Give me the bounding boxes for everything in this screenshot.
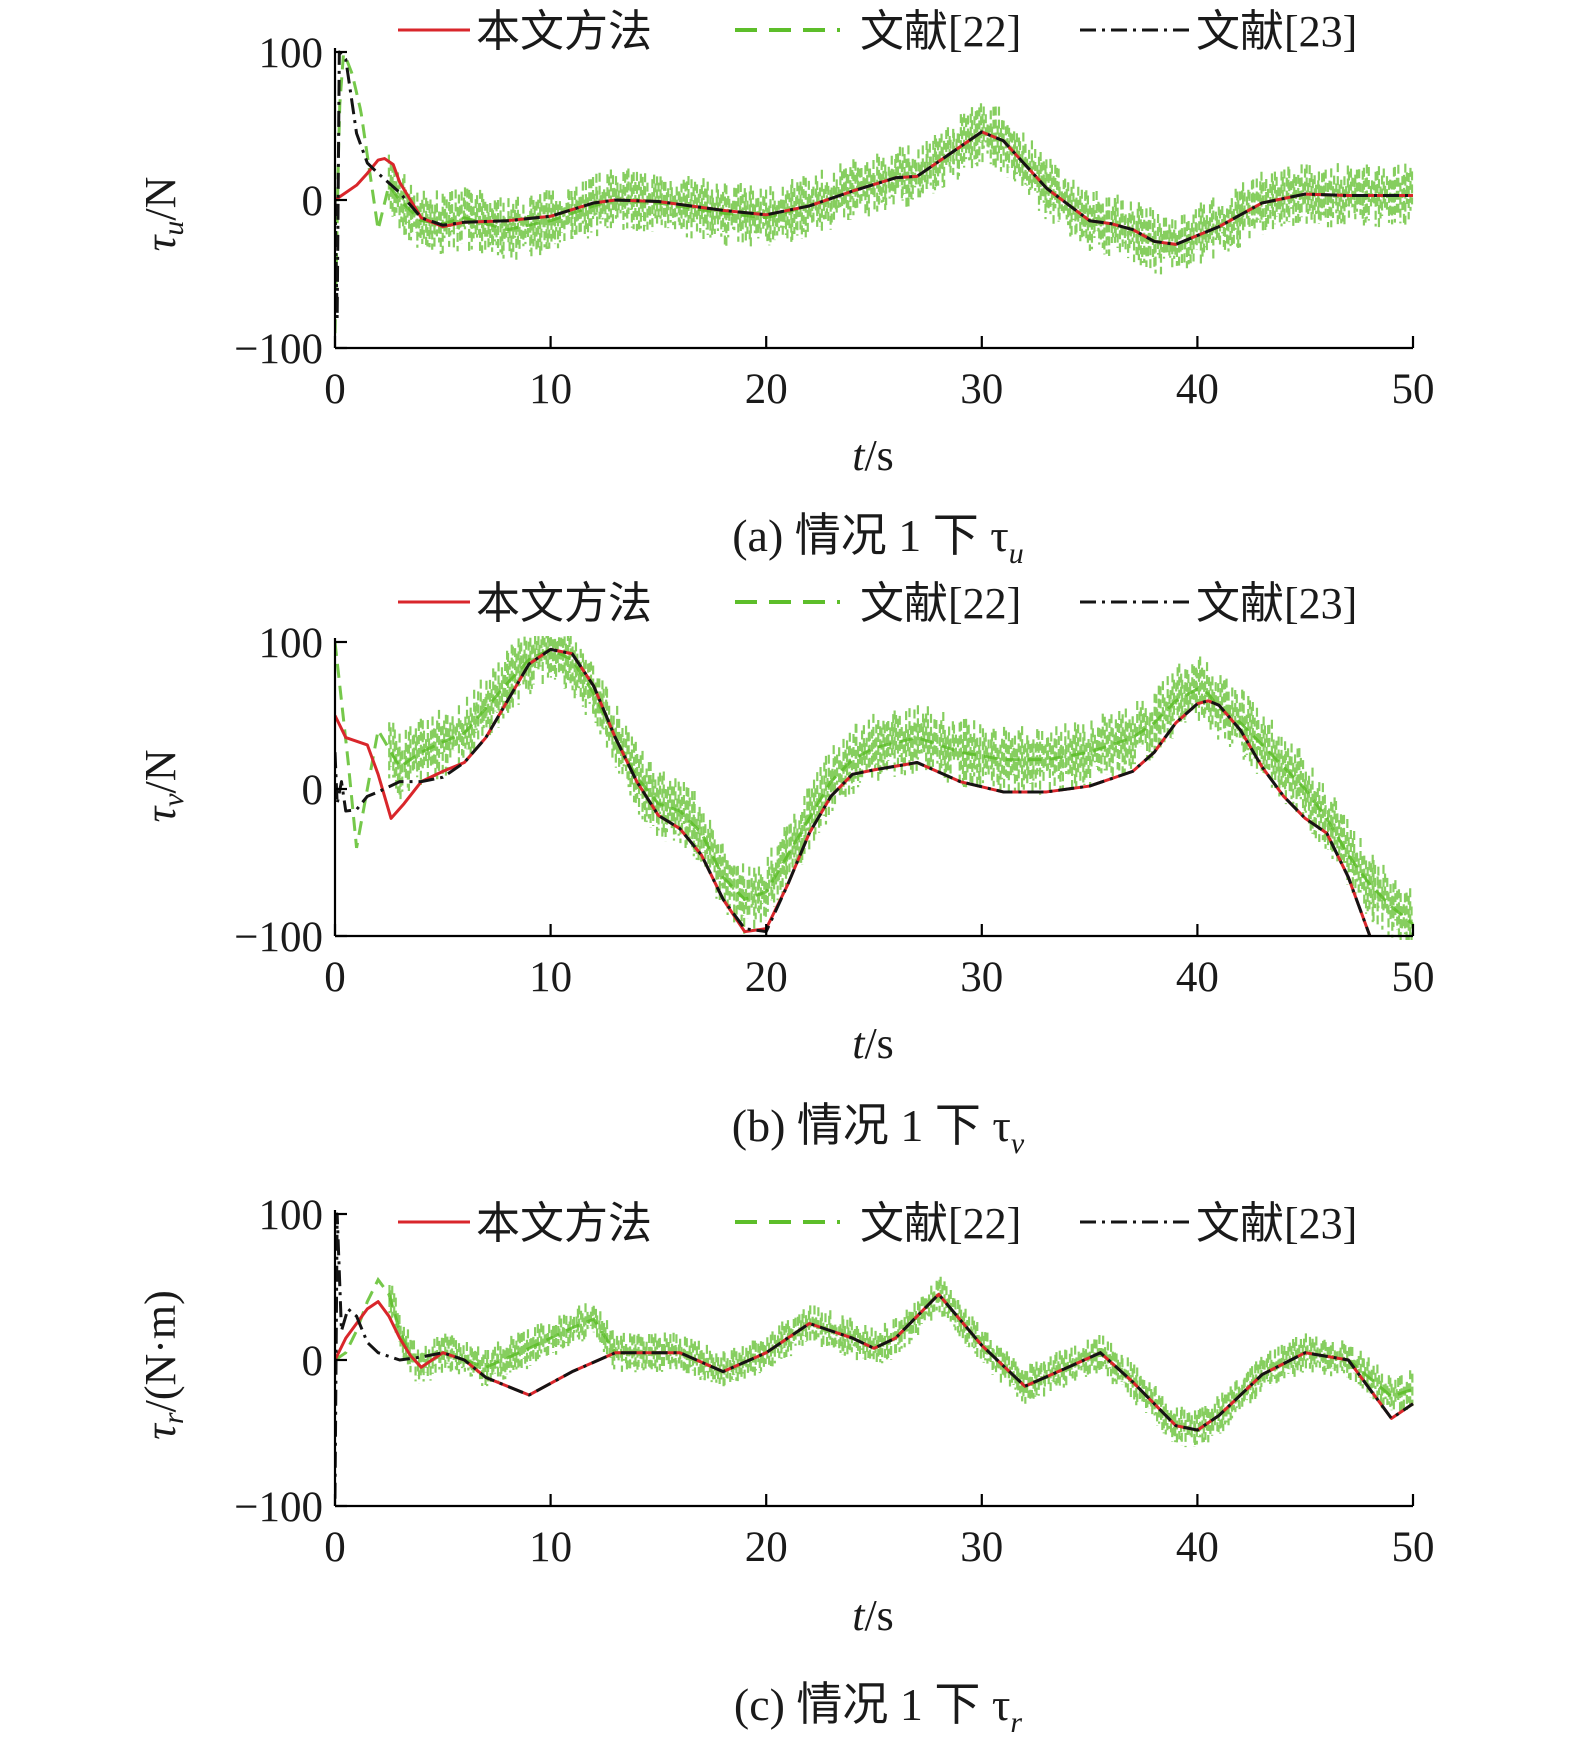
caption-sub-b: v bbox=[1011, 1127, 1025, 1160]
x-tick-label-b-3: 30 bbox=[960, 954, 1003, 1001]
x-axis-title-b: t/s bbox=[852, 1019, 894, 1068]
y-tick-label-b-2: 100 bbox=[259, 620, 324, 667]
x-tick-label-b-4: 40 bbox=[1176, 954, 1219, 1001]
legend-label-ref22: 文献[22] bbox=[860, 579, 1021, 628]
legend-label-ref23: 文献[23] bbox=[1196, 7, 1357, 56]
x-tick-label-b-0: 0 bbox=[324, 954, 346, 1001]
x-tick-label-c-4: 40 bbox=[1176, 1524, 1219, 1571]
x-axis-unit-a: /s bbox=[864, 431, 893, 480]
legend-a: 本文方法 文献[22] 文献[23] bbox=[398, 7, 1357, 56]
y-tick-label-c-2: 100 bbox=[259, 1192, 324, 1239]
series-noise-ref22-c bbox=[388, 1276, 1414, 1448]
series-noise-ref22-a bbox=[387, 103, 1414, 275]
y-axis-title-b: τv/N bbox=[136, 749, 190, 822]
x-axis-unit-c: /s bbox=[864, 1591, 893, 1640]
x-tick-label-b-5: 50 bbox=[1392, 954, 1435, 1001]
y-axis-var-c: τ bbox=[136, 1422, 185, 1440]
legend-label-ref23: 文献[23] bbox=[1196, 1199, 1357, 1248]
svg-text:τu/N: τu/N bbox=[136, 177, 190, 252]
y-axis-title-c: τr/(N·m) bbox=[136, 1290, 190, 1440]
series-group-c bbox=[335, 1212, 1414, 1499]
x-tick-label-a-4: 40 bbox=[1176, 366, 1219, 413]
x-axis-var-b: t bbox=[852, 1019, 866, 1068]
x-tick-label-c-1: 10 bbox=[529, 1524, 572, 1571]
caption-text-c: (c) 情况 1 下 τ bbox=[734, 1679, 1011, 1730]
y-axis-var-b: τ bbox=[136, 805, 185, 823]
legend-label-ref22: 文献[22] bbox=[860, 7, 1021, 56]
y-tick-label-c-1: 0 bbox=[302, 1338, 324, 1385]
x-axis-var-a: t bbox=[852, 431, 866, 480]
y-tick-label-b-1: 0 bbox=[302, 767, 324, 814]
y-axis-sub-b: v bbox=[157, 793, 190, 807]
y-axis-sub-c: r bbox=[157, 1412, 190, 1424]
x-tick-label-a-0: 0 bbox=[324, 366, 346, 413]
legend-label-proposed: 本文方法 bbox=[476, 579, 652, 628]
y-axis-unit-a: /N bbox=[136, 177, 185, 221]
series-line-ref23-a bbox=[335, 50, 1413, 320]
y-axis-sub-a: u bbox=[157, 221, 190, 236]
x-tick-label-c-2: 20 bbox=[745, 1524, 788, 1571]
series-group-a bbox=[335, 50, 1414, 334]
x-tick-label-c-3: 30 bbox=[960, 1524, 1003, 1571]
x-axis-var-c: t bbox=[852, 1591, 866, 1640]
y-axis-var-a: τ bbox=[136, 233, 185, 251]
legend-label-proposed: 本文方法 bbox=[476, 7, 652, 56]
y-tick-label-a-2: 100 bbox=[259, 30, 324, 77]
x-axis-title-a: t/s bbox=[852, 431, 894, 480]
series-group-b bbox=[335, 636, 1414, 940]
y-tick-label-a-1: 0 bbox=[302, 178, 324, 225]
series-line-ref23-c bbox=[335, 1212, 1414, 1499]
legend-label-ref23: 文献[23] bbox=[1196, 579, 1357, 628]
caption-text-b: (b) 情况 1 下 τ bbox=[732, 1100, 1011, 1151]
y-axis-title-a: τu/N bbox=[136, 177, 190, 252]
y-tick-label-b-0: −100 bbox=[234, 914, 323, 961]
x-axis-title-c: t/s bbox=[852, 1591, 894, 1640]
legend-label-proposed: 本文方法 bbox=[476, 1199, 652, 1248]
caption-sub-c: r bbox=[1010, 1706, 1022, 1739]
series-noise-ref22-b bbox=[388, 636, 1413, 940]
legend-label-ref22: 文献[22] bbox=[860, 1199, 1021, 1248]
x-axis-unit-b: /s bbox=[864, 1019, 893, 1068]
y-tick-label-c-0: −100 bbox=[234, 1484, 323, 1531]
x-tick-label-c-5: 50 bbox=[1392, 1524, 1435, 1571]
legend-b: 本文方法 文献[22] 文献[23] bbox=[398, 579, 1357, 628]
caption-text-a: (a) 情况 1 下 τ bbox=[732, 510, 1009, 561]
y-axis-unit-c: /(N·m) bbox=[136, 1290, 185, 1412]
caption-sub-a: u bbox=[1009, 537, 1024, 570]
caption-b: (b) 情况 1 下 τv bbox=[732, 1100, 1025, 1160]
x-tick-label-a-1: 10 bbox=[529, 366, 572, 413]
y-axis-unit-b: /N bbox=[136, 749, 185, 793]
x-tick-label-a-2: 20 bbox=[745, 366, 788, 413]
series-line-ref22-b bbox=[335, 641, 1414, 926]
x-tick-label-b-2: 20 bbox=[745, 954, 788, 1001]
legend-c: 本文方法 文献[22] 文献[23] bbox=[398, 1199, 1357, 1248]
x-tick-label-a-3: 30 bbox=[960, 366, 1003, 413]
caption-c: (c) 情况 1 下 τr bbox=[734, 1679, 1023, 1739]
x-tick-label-b-1: 10 bbox=[529, 954, 572, 1001]
x-tick-label-a-5: 50 bbox=[1392, 366, 1435, 413]
svg-text:τv/N: τv/N bbox=[136, 749, 190, 822]
svg-text:τr/(N·m): τr/(N·m) bbox=[136, 1290, 190, 1440]
caption-a: (a) 情况 1 下 τu bbox=[732, 510, 1024, 570]
y-tick-label-a-0: −100 bbox=[234, 326, 323, 373]
x-tick-label-c-0: 0 bbox=[324, 1524, 346, 1571]
